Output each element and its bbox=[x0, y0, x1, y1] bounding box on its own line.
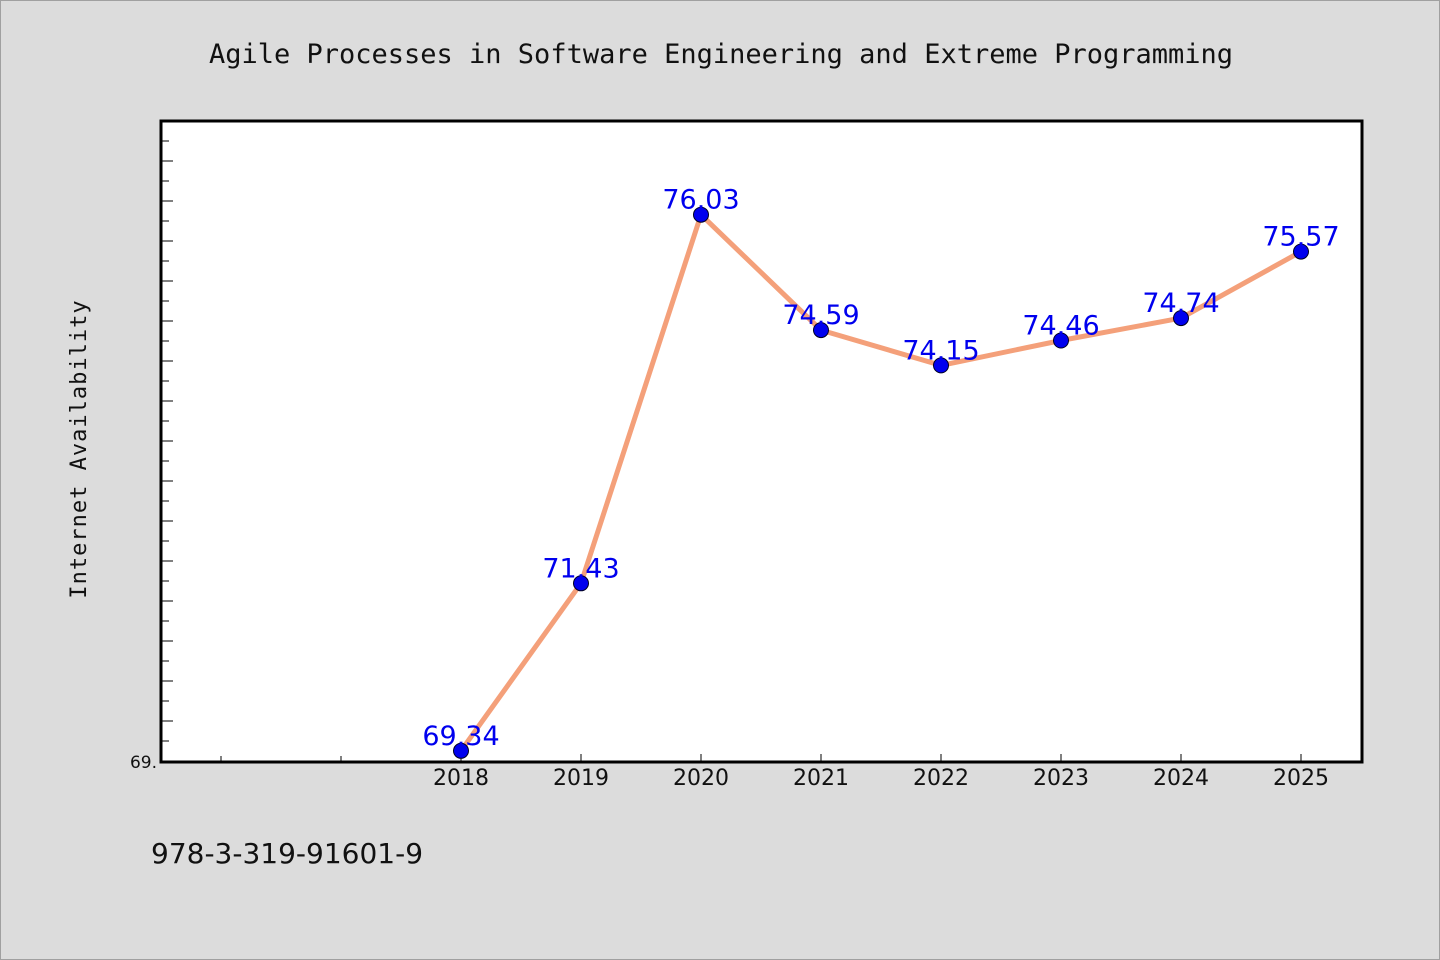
isbn-footer: 978-3-319-91601-9 bbox=[151, 837, 423, 870]
x-axis-minor-ticks bbox=[220, 756, 342, 762]
data-value-label: 75.57 bbox=[1262, 222, 1339, 253]
x-tick-label: 2023 bbox=[1033, 766, 1089, 791]
x-tick-label: 2018 bbox=[433, 766, 489, 791]
data-point bbox=[693, 206, 709, 223]
data-point bbox=[1053, 332, 1069, 349]
series-line bbox=[458, 212, 1304, 754]
data-value-label: 74.59 bbox=[782, 300, 859, 331]
data-point bbox=[1173, 310, 1189, 327]
data-value-label: 76.03 bbox=[662, 185, 739, 216]
data-markers bbox=[453, 206, 1309, 759]
y-axis-label: Internet Availability bbox=[67, 299, 92, 598]
x-tick-label: 2021 bbox=[793, 766, 849, 791]
data-point bbox=[453, 742, 469, 759]
data-value-label: 71.43 bbox=[542, 553, 619, 584]
x-tick-label: 2025 bbox=[1273, 766, 1329, 791]
x-tick-label: 2020 bbox=[673, 766, 729, 791]
data-point bbox=[573, 575, 589, 592]
x-tick-label: 2024 bbox=[1153, 766, 1209, 791]
series-line-group bbox=[458, 212, 1304, 754]
data-point bbox=[933, 357, 949, 374]
x-tick-label: 2022 bbox=[913, 766, 969, 791]
y-tick-label: 69. bbox=[130, 753, 157, 773]
y-axis-minor-ticks bbox=[161, 140, 173, 762]
data-point bbox=[1293, 243, 1309, 260]
chart-title: Agile Processes in Software Engineering … bbox=[209, 39, 1233, 70]
data-value-label: 74.46 bbox=[1022, 311, 1099, 342]
data-value-label: 74.74 bbox=[1142, 288, 1219, 319]
x-tick-label: 2019 bbox=[553, 766, 609, 791]
data-value-label: 74.15 bbox=[902, 335, 979, 366]
data-labels: 69.34 71.43 76.03 74.59 74.15 74.46 74.74 75.57 bbox=[422, 185, 1339, 752]
plot-area bbox=[159, 119, 1364, 764]
x-axis-ticks: 2018 2019 2020 2021 2022 2023 2024 2025 bbox=[433, 754, 1329, 791]
data-point bbox=[813, 322, 829, 339]
data-value-label: 69.34 bbox=[422, 721, 499, 752]
